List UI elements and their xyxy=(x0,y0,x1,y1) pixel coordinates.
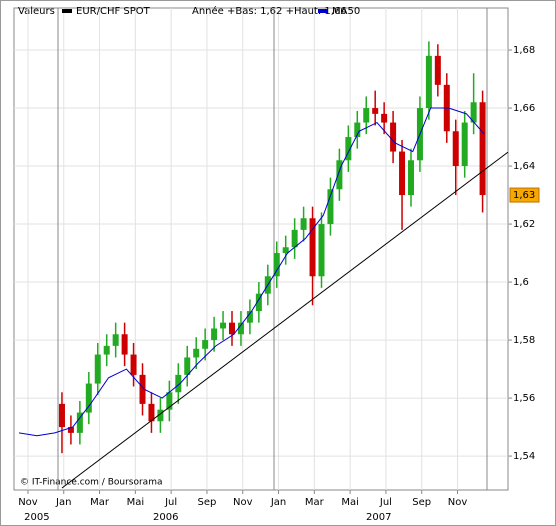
year-label: 2007 xyxy=(366,512,391,523)
candle-body xyxy=(202,340,209,349)
candle-body xyxy=(461,122,468,167)
candle-body xyxy=(139,374,146,404)
candle-body xyxy=(318,224,325,277)
x-tick-label: Nov xyxy=(18,497,38,508)
ma-line xyxy=(18,107,485,437)
candle-body xyxy=(300,218,307,230)
y-tick-label: 1,64 xyxy=(513,161,535,172)
legend-label: MA50 xyxy=(332,6,360,17)
year-label: 2005 xyxy=(24,512,49,523)
y-tick-label: 1,68 xyxy=(513,45,535,56)
credit: © IT-Finance.com / Boursorama xyxy=(20,478,162,488)
subtitle: Année +Bas: 1,62 +Haut: 1,66 xyxy=(192,5,347,17)
candle-body xyxy=(434,55,441,85)
candle-body xyxy=(327,189,334,225)
candle-body xyxy=(309,218,316,277)
x-tick-label: Mai xyxy=(127,497,145,508)
candle-body xyxy=(184,357,191,375)
candle-body xyxy=(157,409,164,422)
legend-label: EUR/CHF SPOT xyxy=(76,6,151,17)
candle-body xyxy=(407,160,414,196)
y-tick-label: 1,6 xyxy=(513,277,529,288)
x-tick-label: Mar xyxy=(305,497,325,508)
candle-body xyxy=(148,403,155,422)
candle-body xyxy=(237,322,244,335)
candle-body xyxy=(452,131,459,167)
candle-body xyxy=(193,348,200,358)
x-tick-label: Jul xyxy=(379,497,392,508)
price-tag-label: 1,63 xyxy=(513,190,535,201)
y-tick-label: 1,58 xyxy=(513,335,535,346)
candle-body xyxy=(255,293,262,312)
plot-area xyxy=(13,7,509,491)
candle-body xyxy=(479,102,486,196)
candle-body xyxy=(85,383,92,413)
candle-body xyxy=(425,55,432,109)
candle-body xyxy=(246,311,253,323)
candle-body xyxy=(67,427,74,433)
candle-body xyxy=(273,253,280,277)
price-tag xyxy=(509,187,540,203)
candle-body xyxy=(282,247,289,254)
candle-body xyxy=(345,137,352,161)
x-tick-label: Mar xyxy=(90,497,110,508)
candle-body xyxy=(112,334,119,346)
candle-body xyxy=(58,403,65,428)
x-tick-label: Nov xyxy=(448,497,468,508)
candle-body xyxy=(121,334,128,355)
candle-body xyxy=(363,108,370,123)
candle-body xyxy=(211,328,218,341)
x-tick-label: Nov xyxy=(233,497,253,508)
candle-body xyxy=(399,151,406,196)
x-tick-label: Jan xyxy=(270,497,286,508)
candle-body xyxy=(130,354,137,375)
candle-body xyxy=(220,322,227,329)
y-tick-label: 1,54 xyxy=(513,451,535,462)
year-label: 2006 xyxy=(153,512,178,523)
x-tick-label: Jul xyxy=(164,497,177,508)
y-tick-label: 1,62 xyxy=(513,219,535,230)
x-tick-label: Sep xyxy=(198,497,217,508)
candle-body xyxy=(291,229,298,248)
legend-swatch xyxy=(62,9,72,13)
candle-body xyxy=(470,102,477,123)
candle-body xyxy=(229,322,236,335)
candle-body xyxy=(103,345,110,355)
candle-body xyxy=(381,113,388,123)
candle-body xyxy=(94,354,101,384)
candle-body xyxy=(175,374,182,393)
trend-line xyxy=(61,151,509,489)
x-tick-label: Jan xyxy=(55,497,71,508)
x-tick-label: Mai xyxy=(341,497,359,508)
y-tick-label: 1,56 xyxy=(513,393,535,404)
candle-body xyxy=(372,108,379,114)
candle-body xyxy=(166,392,173,410)
candle-body xyxy=(76,412,83,433)
legend-title: Valeurs xyxy=(18,6,55,17)
legend-swatch xyxy=(318,9,328,13)
grid xyxy=(14,8,508,490)
candle-body xyxy=(336,160,343,190)
x-tick-label: Sep xyxy=(412,497,431,508)
candle-body xyxy=(354,122,361,138)
y-tick-label: 1,66 xyxy=(513,103,535,114)
candle-body xyxy=(390,122,397,152)
